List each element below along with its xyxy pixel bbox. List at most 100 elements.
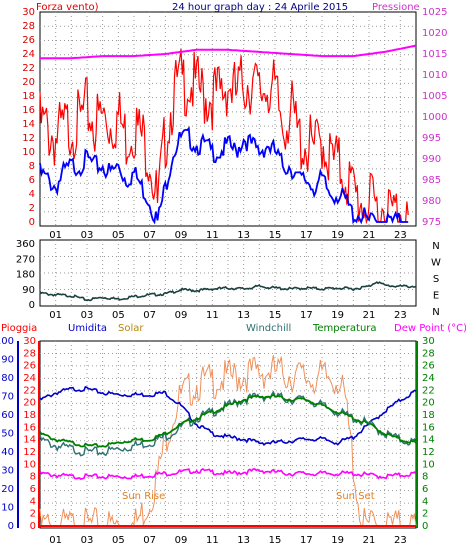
panel2-grid [40, 240, 416, 306]
y-tick-label: 4 [29, 189, 35, 200]
y-tick-label: 70 [1, 392, 14, 403]
x-tick-label: 13 [237, 230, 250, 241]
y-tick-label: 2 [422, 509, 428, 520]
y-tick-label: 1020 [422, 28, 447, 39]
temperature-header: Temperatura [312, 323, 377, 334]
y-tick-label: 12 [23, 447, 36, 458]
y-tick-label: 0 [30, 521, 36, 532]
panel1-series [39, 44, 417, 225]
humidity-header: Umidita [68, 323, 107, 334]
y-tick-label: 100 [0, 336, 14, 347]
humidity-line [39, 385, 417, 446]
y-tick-label: 30 [23, 336, 36, 347]
x-tick-label: 15 [269, 230, 282, 241]
x-tick-label: 05 [112, 230, 125, 241]
y-tick-label: 6 [30, 484, 36, 495]
y-tick-label: 14 [23, 435, 36, 446]
y-tick-label: 50 [1, 429, 14, 440]
sunrise-annotation: Sun Rise [122, 491, 165, 502]
y-tick-label: 6 [422, 484, 428, 495]
y-tick-label: 1010 [422, 70, 447, 81]
x-tick-label: 07 [143, 310, 156, 321]
x-tick-label: 09 [175, 535, 188, 546]
y-tick-label: 90 [1, 355, 14, 366]
x-tick-label: 21 [363, 230, 376, 241]
y-tick-label: 2 [30, 509, 36, 520]
y-tick-label: 12 [22, 133, 35, 144]
x-tick-label: 01 [49, 535, 62, 546]
x-tick-label: 17 [300, 230, 313, 241]
y-tick-label: 26 [23, 361, 36, 372]
y-tick-label: 1000 [422, 112, 447, 123]
sunset-annotation: Sun Set [336, 491, 375, 502]
y-tick-label: 0 [422, 521, 428, 532]
y-tick-label: 270 [16, 254, 35, 265]
y-tick-label: 985 [422, 175, 441, 186]
dewpoint-header: Dew Point (°C) [394, 323, 466, 334]
y-tick-label: 20 [22, 77, 35, 88]
panel3-series [39, 355, 417, 527]
y-tick-label: 28 [422, 348, 435, 359]
y-tick-label: 4 [422, 496, 428, 507]
y-tick-label: 30 [22, 7, 35, 18]
x-tick-label: 03 [81, 535, 94, 546]
y-tick-label: 1015 [422, 49, 447, 60]
wind-speed-line [39, 126, 409, 225]
y-tick-label: 16 [22, 105, 35, 116]
y-tick-label: 20 [1, 484, 14, 495]
x-tick-label: 05 [112, 535, 125, 546]
x-tick-label: 15 [269, 535, 282, 546]
y-tick-label: 18 [23, 410, 36, 421]
y-tick-label: 2 [29, 203, 35, 214]
y-tick-label: 1005 [422, 91, 447, 102]
rain-header: Pioggia [1, 323, 37, 334]
pressure-label: Pressione [372, 2, 420, 13]
y-tick-label: 20 [422, 398, 435, 409]
x-tick-label: 11 [206, 230, 219, 241]
solar-header: Solar [118, 323, 144, 334]
y-tick-label: 22 [22, 63, 35, 74]
x-tick-label: 23 [394, 310, 407, 321]
y-tick-label: 30 [422, 336, 435, 347]
x-tick-label: 09 [175, 230, 188, 241]
x-tick-label: 13 [237, 535, 250, 546]
x-tick-label: 17 [300, 310, 313, 321]
x-tick-label: 11 [206, 535, 219, 546]
y-tick-label: 20 [23, 398, 36, 409]
wind-direction-line [39, 281, 417, 302]
x-tick-label: 11 [206, 310, 219, 321]
y-tick-label: 990 [422, 154, 441, 165]
x-tick-label: 01 [49, 310, 62, 321]
x-tick-label: 03 [81, 230, 94, 241]
wind-gust-line [39, 48, 409, 225]
temperature-line [39, 393, 417, 448]
y-tick-label: N [432, 241, 439, 252]
y-tick-label: 12 [422, 447, 435, 458]
y-tick-label: 80 [1, 373, 14, 384]
x-tick-label: 05 [112, 310, 125, 321]
y-tick-label: 1025 [422, 7, 447, 18]
y-tick-label: 10 [23, 459, 36, 470]
windchill-header: Windchill [246, 323, 291, 334]
y-tick-label: 975 [422, 217, 441, 228]
x-tick-label: 23 [394, 535, 407, 546]
y-tick-label: 24 [23, 373, 36, 384]
y-tick-label: 180 [16, 270, 35, 281]
y-tick-label: 0 [29, 300, 35, 311]
y-tick-label: 14 [422, 435, 435, 446]
x-tick-label: 17 [300, 535, 313, 546]
y-tick-label: 0 [8, 521, 14, 532]
y-tick-label: 995 [422, 133, 441, 144]
y-tick-label: 8 [30, 472, 36, 483]
pressure-line [40, 44, 417, 60]
dewpoint-line [39, 467, 417, 480]
x-tick-label: 15 [269, 310, 282, 321]
y-tick-label: 6 [29, 175, 35, 186]
y-tick-label: 40 [1, 447, 14, 458]
y-tick-label: 22 [422, 385, 435, 396]
